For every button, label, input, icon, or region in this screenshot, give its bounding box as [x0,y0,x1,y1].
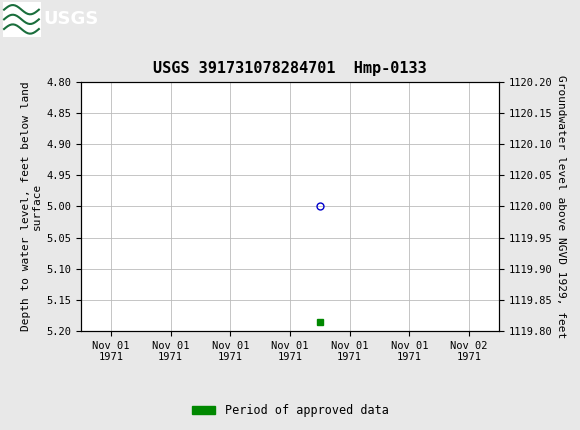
Title: USGS 391731078284701  Hmp-0133: USGS 391731078284701 Hmp-0133 [153,61,427,77]
Y-axis label: Groundwater level above NGVD 1929, feet: Groundwater level above NGVD 1929, feet [556,75,567,338]
Bar [3,2,41,37]
Y-axis label: Depth to water level, feet below land
surface: Depth to water level, feet below land su… [21,82,42,331]
Legend: Period of approved data: Period of approved data [187,399,393,422]
Text: USGS: USGS [44,10,99,28]
